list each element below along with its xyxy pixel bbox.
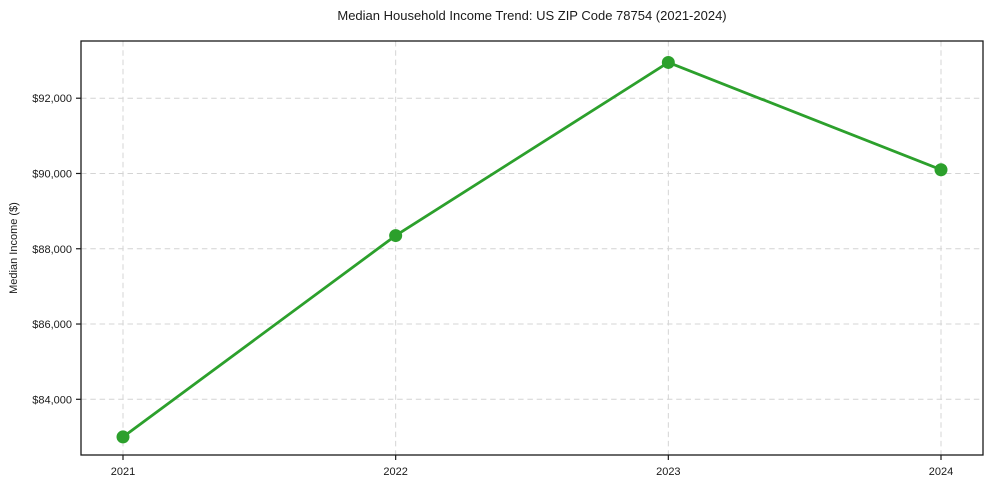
axes-spines [80,40,984,456]
x-tick-label: 2024 [929,466,953,478]
y-tick-label: $90,000 [32,168,72,180]
x-tick-label: 2023 [656,466,680,478]
chart-title: Median Household Income Trend: US ZIP Co… [337,8,727,23]
x-tick-label: 2021 [111,466,135,478]
y-tick-label: $86,000 [32,319,72,331]
plot-area [81,41,983,455]
y-tick-label: $84,000 [32,394,72,406]
y-tick-label: $92,000 [32,93,72,105]
trend-line [121,61,943,439]
data-point-2021 [116,430,130,444]
y-tick-label: $88,000 [32,244,72,256]
x-tick-label: 2022 [383,466,407,478]
data-point-2022 [389,229,403,243]
data-point-2024 [934,163,948,177]
data-point-2023 [661,55,675,69]
